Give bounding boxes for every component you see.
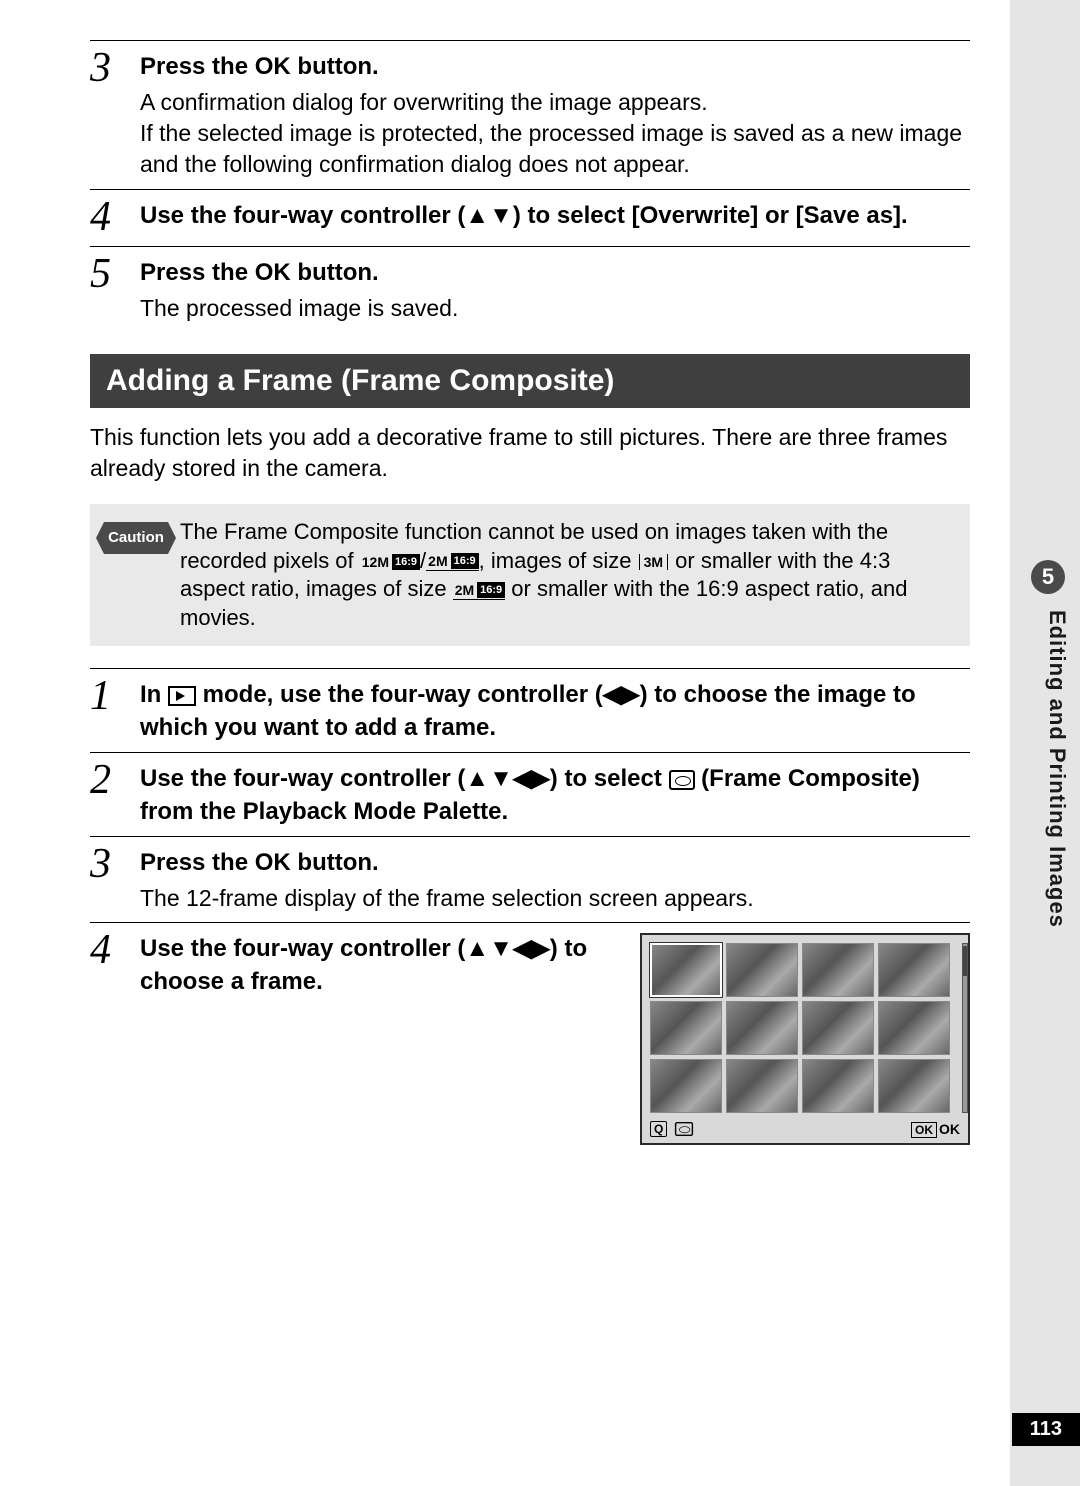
ok-box-icon: OK (911, 1122, 937, 1138)
caution-box: Caution The Frame Composite function can… (90, 504, 970, 646)
page-content: 3 Press the OK button. A confirmation di… (0, 0, 980, 1145)
frame-thumbnail[interactable] (878, 1059, 950, 1113)
frame-grid (650, 943, 960, 1113)
frame-thumbnail[interactable] (726, 943, 798, 997)
step-4-bottom: 4 Use the four-way controller (▲▼◀▶) to … (90, 922, 970, 1145)
step-title: In mode, use the four-way controller (◀▶… (140, 679, 970, 744)
step-5-top: 5 Press the OK button. The processed ima… (90, 246, 970, 324)
frame-composite-icon (669, 770, 695, 790)
playback-mode-icon (168, 686, 196, 706)
step-title: Use the four-way controller (▲▼◀▶) to se… (140, 763, 970, 828)
section-description: This function lets you add a decorative … (90, 422, 970, 484)
step-title: Use the four-way controller (▲▼) to sele… (140, 200, 970, 232)
ok-label: OK (939, 1121, 960, 1137)
scrollbar[interactable] (962, 943, 968, 1113)
frame-thumbnail[interactable] (726, 1001, 798, 1055)
frame-screen-footer: Q OKOK (650, 1119, 960, 1139)
step-3-top: 3 Press the OK button. A confirmation di… (90, 40, 970, 181)
chapter-number-badge: 5 (1031, 560, 1065, 594)
ok-label: OK (255, 259, 291, 286)
ok-label: OK (255, 849, 291, 876)
frame-thumbnail[interactable] (650, 1059, 722, 1113)
step-number: 5 (90, 253, 140, 324)
frame-thumbnail[interactable] (650, 943, 722, 997)
step-number: 4 (90, 929, 140, 1145)
frame-composite-icon (675, 1122, 693, 1136)
ok-label: OK (255, 53, 291, 80)
step-description: A confirmation dialog for overwriting th… (140, 87, 970, 180)
step-1-bottom: 1 In mode, use the four-way controller (… (90, 668, 970, 744)
step-title: Press the OK button. (140, 51, 970, 83)
page-number: 113 (1012, 1413, 1080, 1446)
frame-thumbnail[interactable] (878, 943, 950, 997)
step-title: Press the OK button. (140, 847, 970, 879)
step-number: 3 (90, 843, 140, 914)
frame-selection-screen: Q OKOK (640, 933, 970, 1145)
side-tab: 5 Editing and Printing Images 113 (1010, 0, 1080, 1486)
chapter-title: Editing and Printing Images (1044, 610, 1070, 928)
step-number: 4 (90, 196, 140, 238)
step-3-bottom: 3 Press the OK button. The 12-frame disp… (90, 836, 970, 914)
caution-badge: Caution (104, 522, 168, 554)
step-description: The 12-frame display of the frame select… (140, 883, 970, 914)
step-2-bottom: 2 Use the four-way controller (▲▼◀▶) to … (90, 752, 970, 828)
zoom-icon: Q (650, 1121, 667, 1137)
step-title: Press the OK button. (140, 257, 970, 289)
section-header: Adding a Frame (Frame Composite) (90, 354, 970, 408)
step-description: The processed image is saved. (140, 293, 970, 324)
frame-thumbnail[interactable] (650, 1001, 722, 1055)
step-number: 2 (90, 759, 140, 828)
frame-thumbnail[interactable] (802, 1059, 874, 1113)
step-4-top: 4 Use the four-way controller (▲▼) to se… (90, 189, 970, 238)
step-title: Use the four-way controller (▲▼◀▶) to ch… (140, 933, 620, 998)
step-number: 3 (90, 47, 140, 181)
step-number: 1 (90, 675, 140, 744)
frame-thumbnail[interactable] (802, 943, 874, 997)
frame-thumbnail[interactable] (878, 1001, 950, 1055)
caution-text: The Frame Composite function cannot be u… (180, 518, 956, 632)
frame-thumbnail[interactable] (802, 1001, 874, 1055)
frame-thumbnail[interactable] (726, 1059, 798, 1113)
